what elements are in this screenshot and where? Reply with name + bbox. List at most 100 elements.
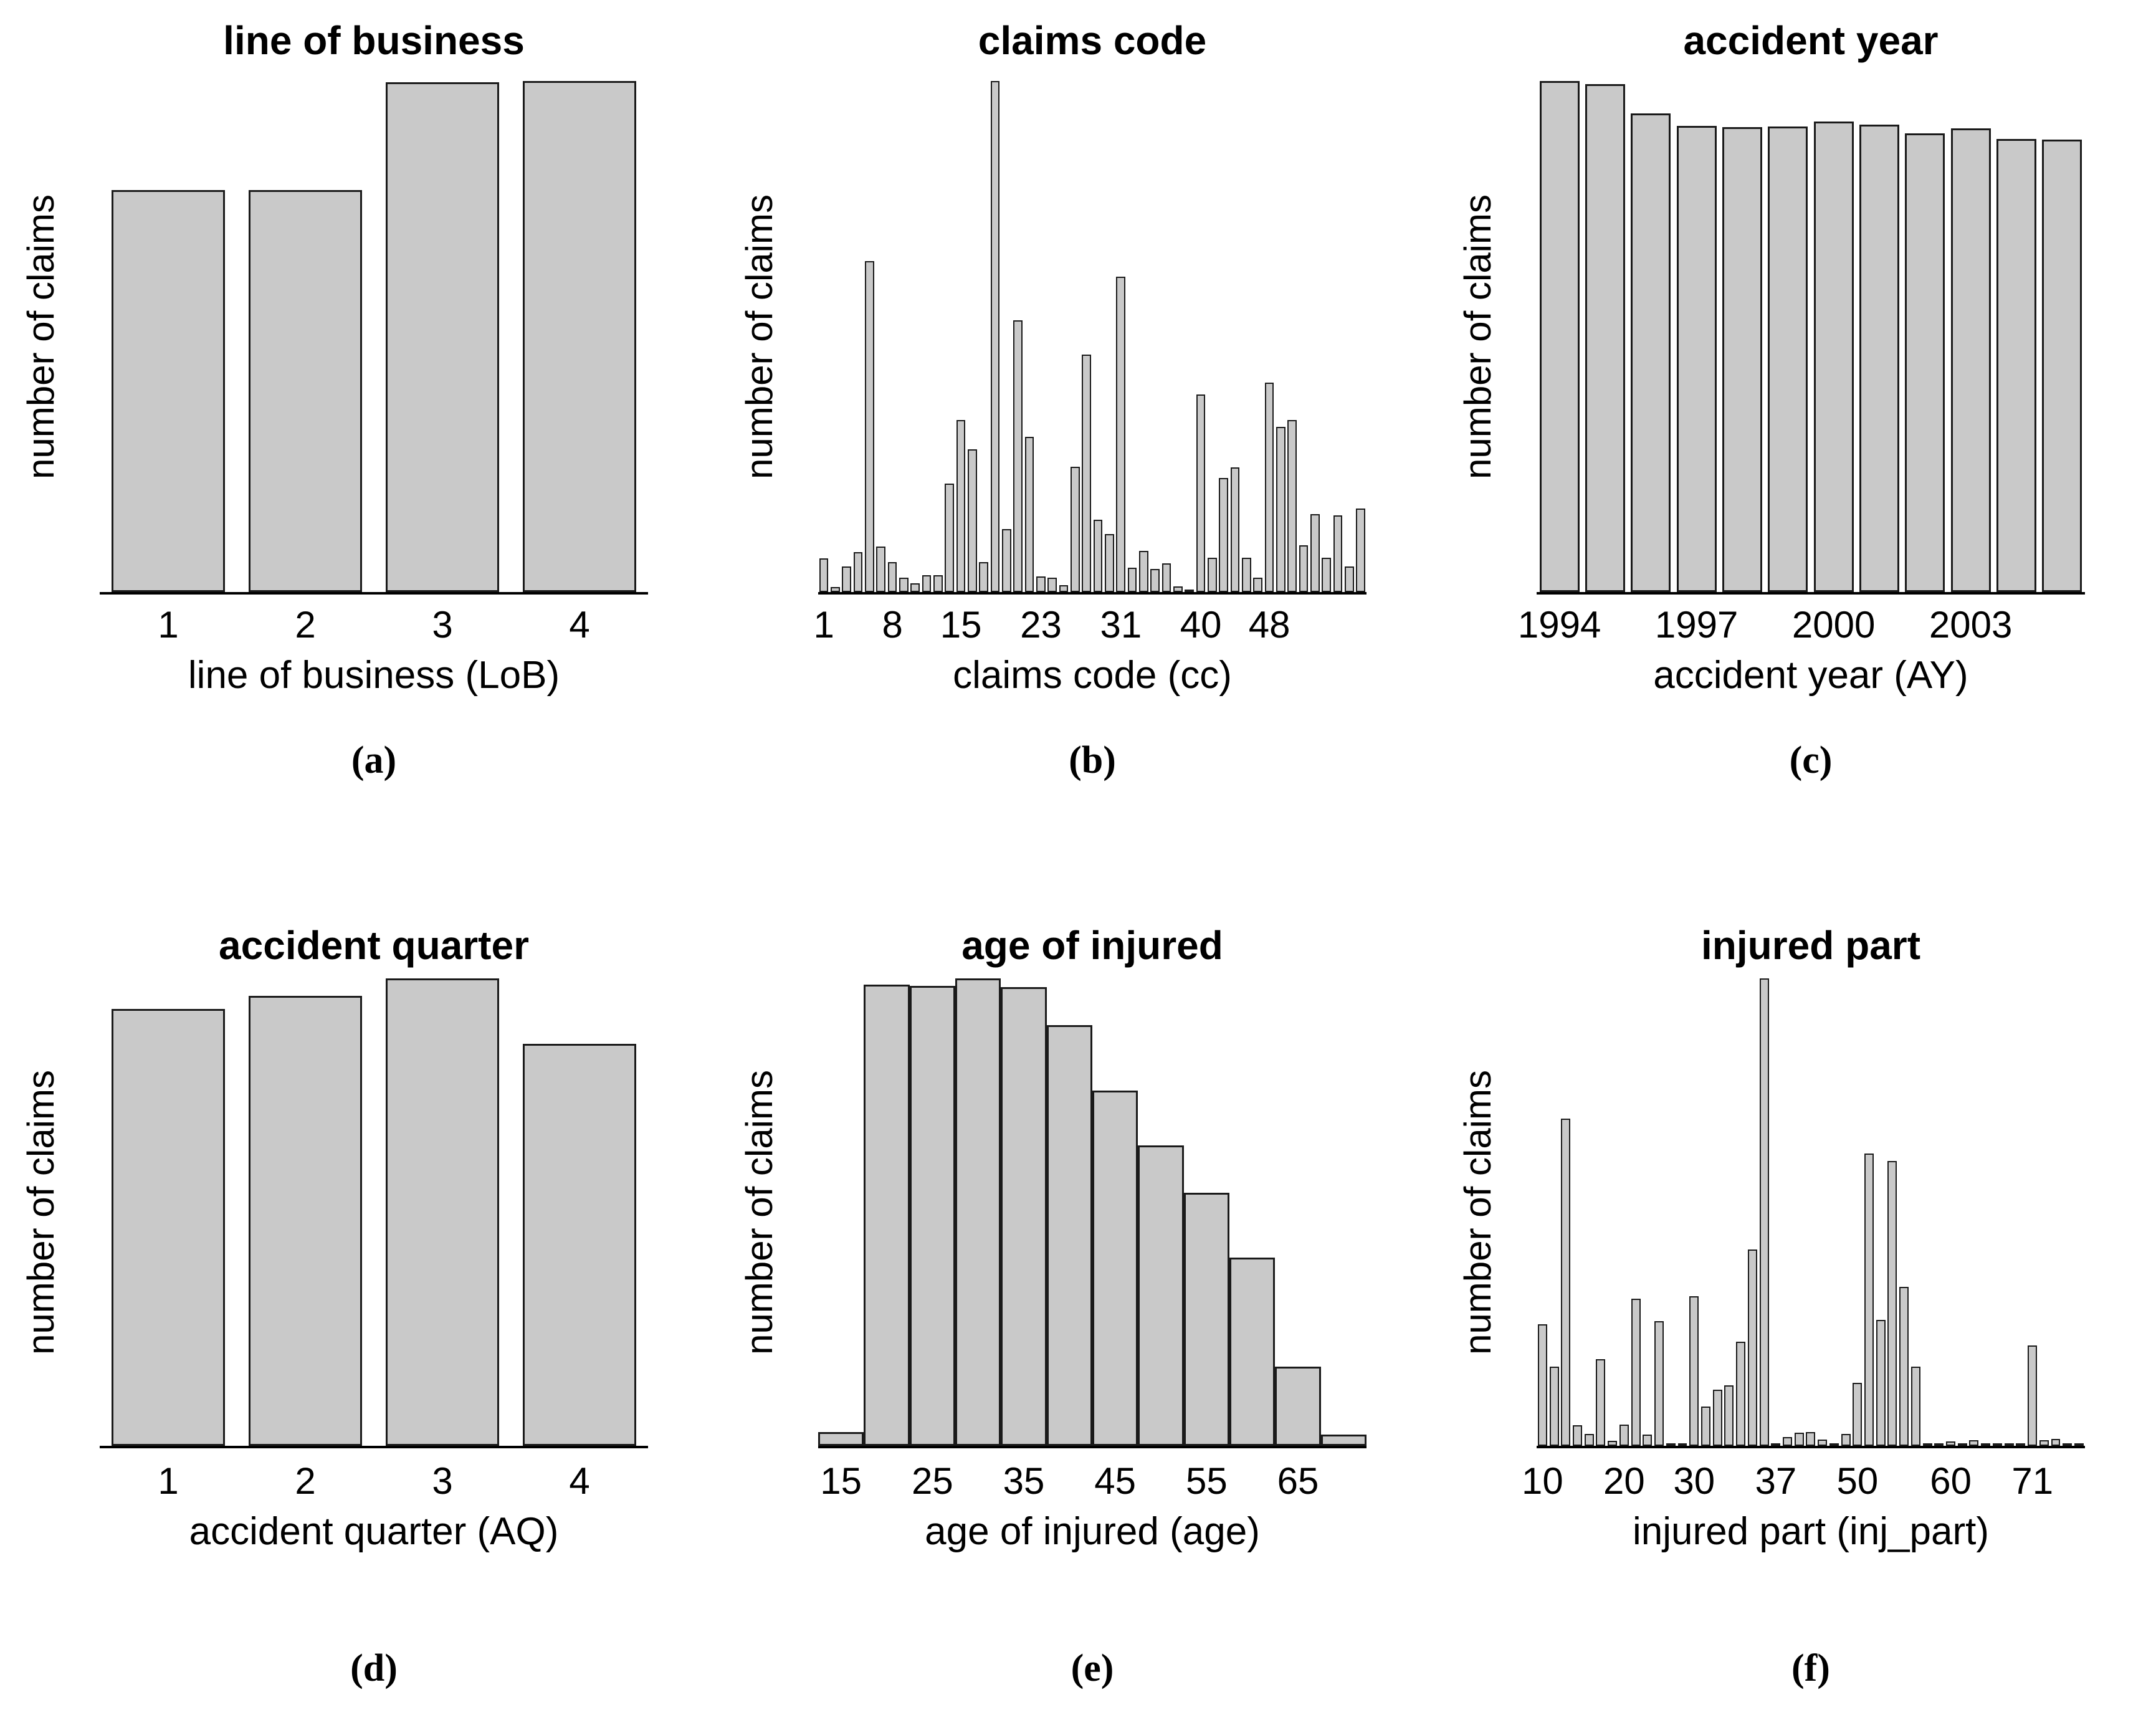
bar-slot (2061, 978, 2073, 1446)
panel-accident-quarter: accident quarter number of claims 1 2 3 4 a… (0, 860, 718, 1720)
bar (1127, 568, 1137, 592)
bar (1561, 1119, 1571, 1446)
plot-area (1537, 81, 2085, 595)
bar-slot (1735, 978, 1747, 1446)
bar (1320, 1435, 1367, 1446)
x-tick-row: 15 25 35 45 55 65 (818, 1460, 1367, 1503)
bar-slot (841, 81, 852, 592)
plot-area (1537, 978, 2085, 1448)
bar (1747, 1249, 1757, 1446)
bar (1139, 550, 1148, 592)
bar-slot (1058, 81, 1069, 592)
x-tick-label: 37 (1755, 1460, 1797, 1502)
bar-slot (1127, 81, 1138, 592)
bar-slot (1719, 81, 1765, 592)
bar (1996, 139, 2036, 592)
x-tick-label: 3 (432, 604, 453, 646)
bar (522, 81, 637, 592)
bar-slot (1046, 978, 1092, 1446)
bar (1724, 1385, 1734, 1446)
bar (1631, 1298, 1641, 1446)
bar-slot (944, 81, 955, 592)
bar (1024, 436, 1034, 592)
bar (1585, 84, 1625, 592)
bar-slot (1653, 978, 1665, 1446)
bar-slot (1298, 81, 1309, 592)
x-axis-label: line of business (LoB) (188, 654, 560, 697)
bar (1631, 113, 1671, 592)
bar-slot (1583, 978, 1595, 1446)
bar-slot (374, 81, 511, 592)
x-tick-label: 65 (1277, 1460, 1319, 1502)
plot-area (100, 81, 648, 595)
bar-slot (1275, 81, 1286, 592)
bar (1219, 478, 1228, 592)
bar-slot (1851, 978, 1863, 1446)
bar-slot (1765, 81, 1811, 592)
x-axis-label: claims code (cc) (953, 654, 1232, 697)
bar-slot (1770, 978, 1782, 1446)
bar-slot (990, 81, 1001, 592)
bar (887, 562, 897, 592)
bar (1771, 1443, 1781, 1446)
x-tick-label: 8 (882, 604, 903, 646)
chart-title: accident year (1683, 18, 1939, 63)
bar-slot (1115, 81, 1127, 592)
bar (864, 984, 910, 1446)
bar-slot (1537, 81, 1582, 592)
bar-slot (1700, 978, 1712, 1446)
x-tick-label: 71 (2011, 1460, 2054, 1502)
bar-slot (1674, 81, 1719, 592)
panel-claims-code: claims code number of claims 1 8 15 23 31 40 4… (718, 0, 1437, 860)
plot-area (818, 978, 1367, 1448)
chart-title: injured part (1700, 923, 1921, 968)
bar (876, 547, 886, 592)
y-axis-label-wrap: number of claims (1456, 81, 1499, 592)
bar-slot (1572, 978, 1583, 1446)
bar (1666, 1443, 1676, 1446)
bar-slot (1968, 978, 1980, 1446)
bar (1841, 1434, 1851, 1446)
bar-slot (1229, 81, 1241, 592)
x-tick-label: 31 (1100, 604, 1142, 646)
bar-slot (1275, 978, 1321, 1446)
bar-slot (978, 81, 990, 592)
x-tick-label: 1997 (1654, 604, 1739, 646)
bar-slot (1024, 81, 1035, 592)
bar-slot (1991, 978, 2003, 1446)
bar-slot (2050, 978, 2062, 1446)
y-axis-label-wrap: number of claims (737, 81, 781, 592)
bar-slot (1688, 978, 1700, 1446)
bar (2016, 1443, 2026, 1446)
bar (1002, 529, 1011, 592)
bar (955, 978, 1001, 1446)
bar-slot (1677, 978, 1689, 1446)
bar-slot (1980, 978, 1991, 1446)
bar (1981, 1443, 1991, 1446)
bar-slot (1537, 978, 1548, 1446)
bar (1584, 1433, 1594, 1446)
bar-slot (1092, 978, 1138, 1446)
bar-slot (1758, 978, 1770, 1446)
bar-slot (1606, 978, 1618, 1446)
bar (1093, 519, 1103, 592)
bar (2042, 140, 2082, 592)
bar-slot (1856, 81, 1902, 592)
bar-slot (1863, 978, 1875, 1446)
bar-slot (898, 81, 909, 592)
bar (1207, 558, 1217, 592)
bar (1859, 124, 1899, 592)
bar (1183, 1193, 1229, 1446)
bar (2063, 1443, 2073, 1446)
bar (865, 260, 874, 592)
chart-title: line of business (223, 18, 525, 63)
bar-slot (1001, 81, 1012, 592)
bar (1813, 121, 1854, 592)
bar (910, 583, 920, 592)
bar (933, 575, 943, 592)
bar (2074, 1443, 2084, 1446)
bar-slot (511, 978, 648, 1446)
bar-slot (1595, 978, 1607, 1446)
bar (1806, 1431, 1816, 1446)
bar-slot (1898, 978, 1910, 1446)
